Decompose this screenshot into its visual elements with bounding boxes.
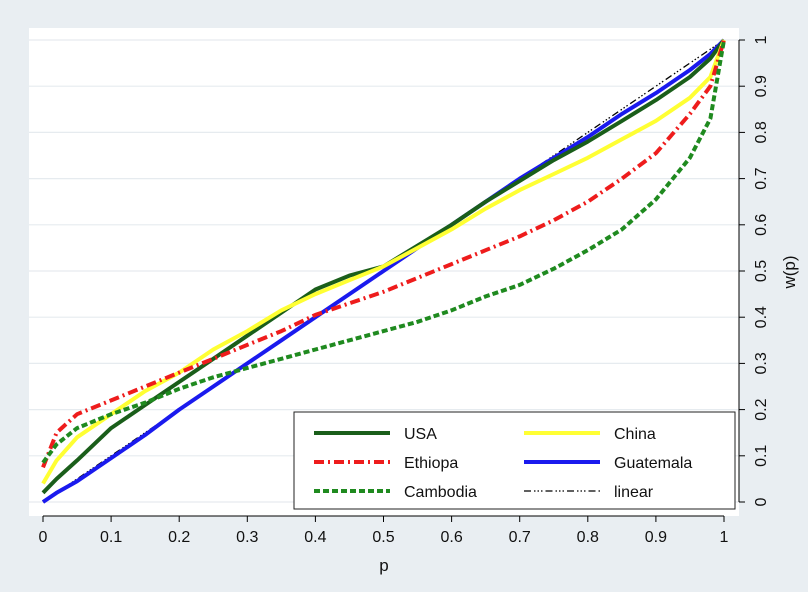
y-tick-label: 0.3 — [753, 352, 770, 374]
series-line-cambodia — [41, 39, 726, 464]
series-layer — [41, 38, 726, 504]
y-tick-label: 0.6 — [753, 214, 770, 236]
x-tick-label: 0.9 — [645, 529, 667, 546]
x-tick-label: 0.1 — [100, 529, 122, 546]
legend: USA China Ethiopa Guatemala Cambodia linear — [293, 411, 736, 510]
y-axis-label: w(p) — [780, 255, 799, 289]
x-axis-label: p — [379, 556, 388, 575]
x-tick-label: 0.6 — [440, 529, 462, 546]
x-tick-label: 0.7 — [509, 529, 531, 546]
x-tick-label: 0.4 — [304, 529, 326, 546]
x-tick-label: 0.3 — [236, 529, 258, 546]
y-tick-label: 0.1 — [753, 445, 770, 467]
y-tick-label: 1 — [753, 35, 770, 44]
y-tick-label: 0.2 — [753, 398, 770, 420]
series-line-ethiopa — [41, 39, 726, 469]
legend-label-usa: USA — [404, 426, 437, 443]
y-tick-label: 0.5 — [753, 260, 770, 282]
series-line-china — [41, 39, 726, 485]
legend-label-guatemala: Guatemala — [614, 455, 692, 472]
legend-label-cambodia: Cambodia — [404, 484, 477, 501]
legend-box — [293, 411, 736, 510]
y-tick-label: 0.4 — [753, 306, 770, 328]
legend-label-ethiopa: Ethiopa — [404, 455, 458, 472]
x-tick-label: 0.2 — [168, 529, 190, 546]
x-tick-label: 0 — [39, 529, 48, 546]
x-tick-label: 0.5 — [372, 529, 394, 546]
y-tick-label: 0.8 — [753, 121, 770, 143]
y-tick-label: 0 — [753, 497, 770, 506]
axes: 0 0.1 0.2 0.3 0.4 0.5 0.6 0.7 0.8 0.9 1 0 0.1 0.2 0.3 0… — [39, 35, 770, 546]
legend-label-linear: linear — [614, 484, 654, 501]
series-line-guatemala — [41, 38, 726, 504]
x-tick-label: 1 — [720, 529, 729, 546]
y-tick-label: 0.7 — [753, 167, 770, 189]
legend-label-china: China — [614, 426, 656, 443]
y-tick-label: 0.9 — [753, 75, 770, 97]
x-tick-label: 0.8 — [577, 529, 599, 546]
